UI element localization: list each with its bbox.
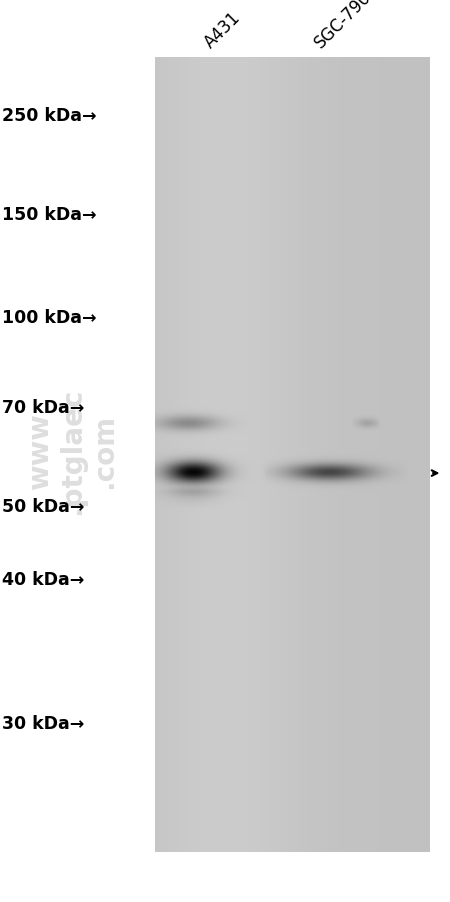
Text: 30 kDa→: 30 kDa→ bbox=[2, 714, 85, 732]
Text: 50 kDa→: 50 kDa→ bbox=[2, 498, 85, 516]
Text: www
.ptglaec
.com: www .ptglaec .com bbox=[26, 387, 118, 515]
Text: 70 kDa→: 70 kDa→ bbox=[2, 399, 85, 417]
Text: 40 kDa→: 40 kDa→ bbox=[2, 570, 85, 588]
Text: 250 kDa→: 250 kDa→ bbox=[2, 106, 97, 124]
Text: A431: A431 bbox=[201, 8, 244, 51]
Text: SGC-7901: SGC-7901 bbox=[311, 0, 382, 51]
Text: 100 kDa→: 100 kDa→ bbox=[2, 308, 97, 327]
Text: 150 kDa→: 150 kDa→ bbox=[2, 206, 97, 224]
